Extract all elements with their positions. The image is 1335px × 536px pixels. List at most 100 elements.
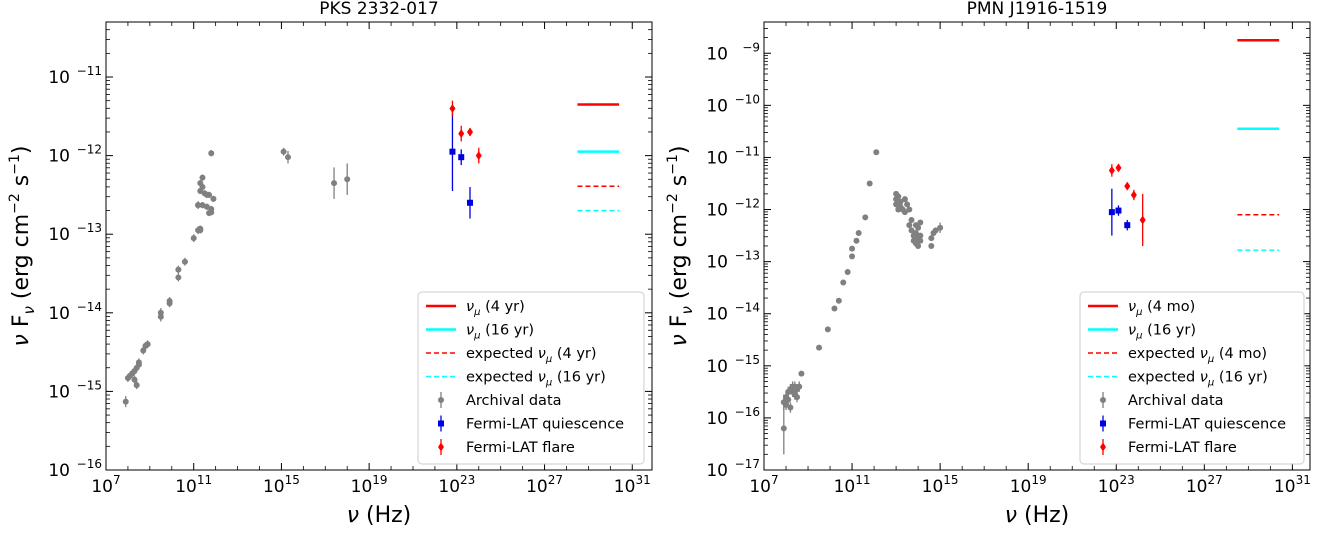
y-tick-label: 10 −13 xyxy=(48,221,102,245)
archival-point xyxy=(928,235,935,242)
legend-swatch xyxy=(438,397,444,403)
archival-point xyxy=(866,180,873,187)
y-tick-label: 10 −11 xyxy=(706,144,760,168)
archival-point xyxy=(208,150,215,157)
flare-point xyxy=(458,129,465,139)
archival-point xyxy=(199,184,206,191)
archival-point xyxy=(199,174,206,181)
archival-point xyxy=(166,298,173,305)
x-tick-label: 1027 xyxy=(526,473,563,497)
archival-point xyxy=(190,235,197,242)
archival-point xyxy=(853,237,860,244)
x-tick-label: 1011 xyxy=(834,473,871,497)
y-tick-label: 10 −15 xyxy=(706,353,760,377)
archival-point xyxy=(796,383,803,390)
archival-point xyxy=(206,191,213,198)
archival-point xyxy=(195,202,202,209)
x-tick-label: 1031 xyxy=(614,473,651,497)
legend-label: νμ (16 yr) xyxy=(1128,323,1196,342)
legend-label: expected νμ (4 yr) xyxy=(466,346,597,365)
x-tick-label: 1011 xyxy=(175,473,212,497)
legend-label: νμ (16 yr) xyxy=(466,323,534,342)
y-tick-label: 10 −13 xyxy=(706,249,760,273)
archival-point xyxy=(917,232,924,239)
archival-point xyxy=(897,198,904,205)
archival-point xyxy=(835,297,842,304)
flare-point xyxy=(467,127,473,137)
archival-point xyxy=(140,347,147,354)
x-tick-label: 1023 xyxy=(1098,473,1135,497)
archival-point xyxy=(915,243,922,249)
archival-point xyxy=(816,344,823,351)
legend-label: expected νμ (16 yr) xyxy=(466,370,606,389)
y-axis-label: ν Fν (erg cm−2 s−1) xyxy=(7,146,38,347)
archival-point xyxy=(122,398,129,405)
archival-point xyxy=(135,359,142,366)
archival-point xyxy=(175,266,182,273)
legend-swatch xyxy=(1100,397,1106,403)
legend-swatch xyxy=(438,420,444,427)
archival-point xyxy=(917,219,924,226)
archival-point xyxy=(912,229,919,236)
x-tick-label: 1015 xyxy=(922,473,959,497)
legend-swatch xyxy=(1100,420,1106,427)
quiescence-point xyxy=(1108,209,1115,216)
archival-point xyxy=(344,176,351,183)
y-tick-label: 10 −14 xyxy=(48,300,102,324)
y-tick-label: 10 −10 xyxy=(706,92,760,116)
quiescence-point xyxy=(449,148,456,155)
legend-label: νμ (4 yr) xyxy=(466,299,525,318)
y-axis-label: ν Fν (erg cm−2 s−1) xyxy=(665,146,696,347)
flare-point xyxy=(449,103,456,113)
archival-point xyxy=(131,376,138,383)
legend-label: expected νμ (16 yr) xyxy=(1128,370,1268,389)
chart-title: PKS 2332-017 xyxy=(319,0,438,19)
archival-point xyxy=(915,224,922,231)
legend-label: νμ (4 mo) xyxy=(1128,299,1195,318)
flare-point xyxy=(1130,190,1137,200)
archival-point xyxy=(285,154,291,161)
archival-point xyxy=(780,425,787,432)
archival-point xyxy=(901,209,908,216)
legend-label: Archival data xyxy=(1128,393,1224,409)
y-tick-label: 10 −12 xyxy=(706,197,760,221)
x-axis-label: ν (Hz) xyxy=(347,503,412,528)
archival-point xyxy=(906,206,913,213)
archival-point xyxy=(175,274,182,281)
archival-point xyxy=(937,224,944,231)
legend-label: Fermi-LAT flare xyxy=(1128,440,1237,456)
archival-point xyxy=(203,203,210,210)
chart-title: PMN J1916-1519 xyxy=(967,0,1108,19)
legend-label: Fermi-LAT quiescence xyxy=(1128,417,1286,433)
archival-point xyxy=(840,279,847,286)
x-tick-label: 1023 xyxy=(438,473,475,497)
archival-point xyxy=(849,253,856,260)
legend-box xyxy=(1079,291,1305,465)
archival-point xyxy=(208,209,215,216)
legend-label: Archival data xyxy=(466,393,562,409)
archival-point xyxy=(794,394,801,401)
archival-point xyxy=(142,342,149,349)
archival-point xyxy=(895,193,902,200)
legend-label: Fermi-LAT quiescence xyxy=(466,417,624,433)
archival-point xyxy=(855,229,862,236)
archival-point xyxy=(210,195,217,202)
archival-point xyxy=(280,148,287,155)
archival-point xyxy=(908,216,915,223)
archival-point xyxy=(862,214,869,221)
y-tick-label: 10 −15 xyxy=(48,378,102,402)
y-tick-label: 10 −12 xyxy=(48,143,102,167)
archival-point xyxy=(904,201,911,208)
archival-point xyxy=(798,370,805,377)
y-tick-label: 10 −9 xyxy=(706,40,760,64)
archival-point xyxy=(849,245,856,252)
quiescence-point xyxy=(1115,207,1122,214)
flare-point xyxy=(475,151,482,161)
archival-point xyxy=(785,396,792,403)
archival-point xyxy=(901,196,908,203)
flare-point xyxy=(1108,165,1115,175)
archival-point xyxy=(824,326,831,333)
archival-point xyxy=(908,227,915,234)
